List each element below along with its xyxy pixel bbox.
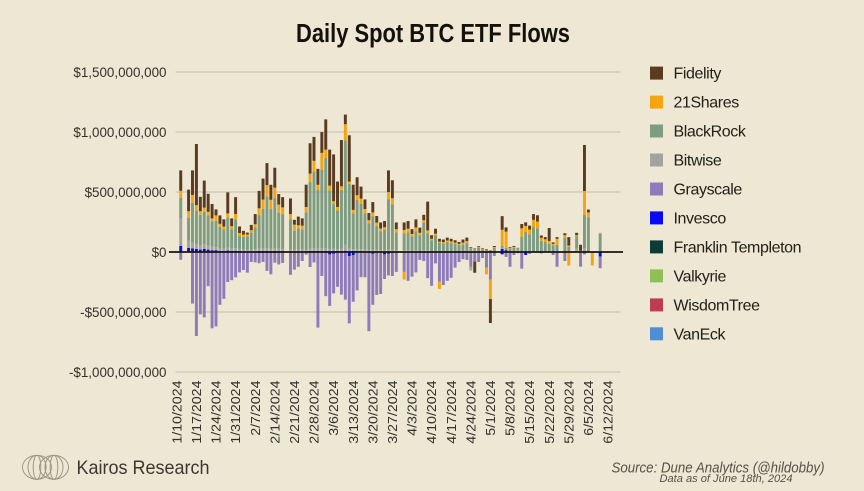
svg-text:VanEck: VanEck xyxy=(674,326,727,343)
svg-text:Valkyrie: Valkyrie xyxy=(674,269,727,286)
svg-text:3/13/2024: 3/13/2024 xyxy=(346,381,361,444)
svg-text:Invesco: Invesco xyxy=(674,211,727,228)
svg-text:BlackRock: BlackRock xyxy=(674,124,747,141)
svg-text:5/29/2024: 5/29/2024 xyxy=(561,381,576,444)
svg-text:Data as of June 18th, 2024: Data as of June 18th, 2024 xyxy=(660,473,793,485)
svg-text:21Shares: 21Shares xyxy=(674,95,740,112)
svg-text:3/27/2024: 3/27/2024 xyxy=(385,381,400,444)
svg-text:5/8/2024: 5/8/2024 xyxy=(503,381,518,436)
svg-text:1/24/2024: 1/24/2024 xyxy=(209,381,224,444)
svg-text:5/15/2024: 5/15/2024 xyxy=(522,381,537,444)
svg-text:2/21/2024: 2/21/2024 xyxy=(287,381,302,444)
svg-text:4/10/2024: 4/10/2024 xyxy=(424,381,439,444)
svg-text:-$500,000,000: -$500,000,000 xyxy=(80,305,166,320)
svg-text:1/31/2024: 1/31/2024 xyxy=(228,381,243,444)
svg-text:6/12/2024: 6/12/2024 xyxy=(601,381,616,444)
svg-text:1/17/2024: 1/17/2024 xyxy=(189,381,204,444)
svg-text:5/1/2024: 5/1/2024 xyxy=(483,381,498,436)
svg-text:Daily Spot BTC ETF Flows: Daily Spot BTC ETF Flows xyxy=(296,20,570,48)
svg-text:WisdomTree: WisdomTree xyxy=(674,298,761,315)
svg-text:3/20/2024: 3/20/2024 xyxy=(365,381,380,444)
svg-text:5/22/2024: 5/22/2024 xyxy=(542,381,557,444)
svg-text:Fidelity: Fidelity xyxy=(674,66,722,83)
svg-text:-$1,000,000,000: -$1,000,000,000 xyxy=(69,365,167,380)
svg-text:$500,000,000: $500,000,000 xyxy=(85,185,167,200)
svg-text:$1,000,000,000: $1,000,000,000 xyxy=(73,125,166,140)
svg-text:4/24/2024: 4/24/2024 xyxy=(463,381,478,444)
svg-text:6/5/2024: 6/5/2024 xyxy=(581,381,596,436)
svg-text:2/7/2024: 2/7/2024 xyxy=(248,381,263,436)
svg-text:Franklin Templeton: Franklin Templeton xyxy=(674,240,802,257)
svg-text:2/28/2024: 2/28/2024 xyxy=(307,381,322,444)
svg-text:$0: $0 xyxy=(152,245,167,260)
svg-text:Grayscale: Grayscale xyxy=(674,182,743,199)
svg-text:1/10/2024: 1/10/2024 xyxy=(169,381,184,444)
svg-text:2/14/2024: 2/14/2024 xyxy=(267,381,282,444)
svg-text:Bitwise: Bitwise xyxy=(674,153,722,170)
svg-text:Kairos Research: Kairos Research xyxy=(77,457,210,479)
svg-text:4/17/2024: 4/17/2024 xyxy=(444,381,459,444)
svg-text:4/3/2024: 4/3/2024 xyxy=(405,381,420,436)
svg-text:$1,500,000,000: $1,500,000,000 xyxy=(73,65,166,80)
svg-text:3/6/2024: 3/6/2024 xyxy=(326,381,341,436)
